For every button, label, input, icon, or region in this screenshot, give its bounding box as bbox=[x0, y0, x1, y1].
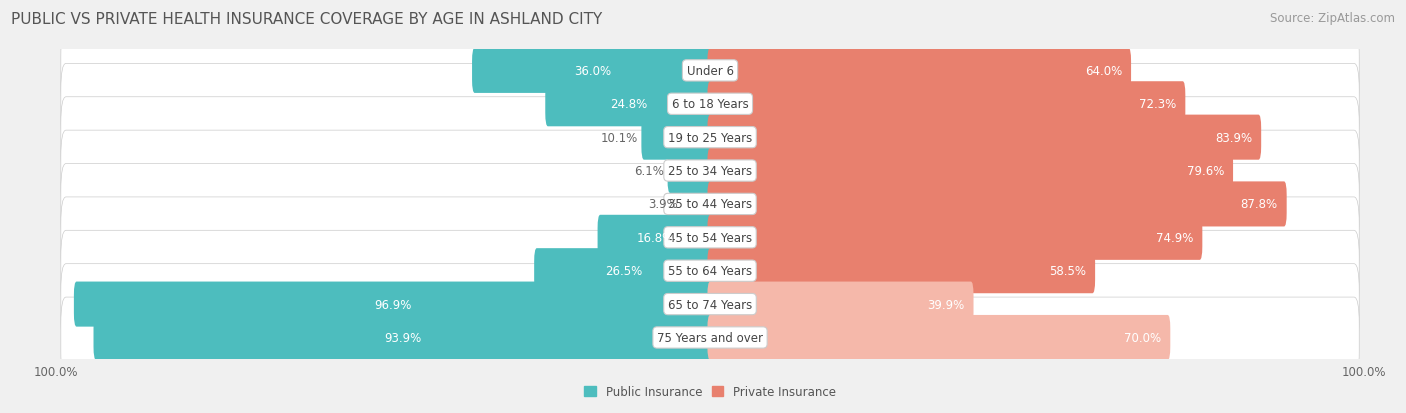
Text: 74.9%: 74.9% bbox=[1156, 231, 1194, 244]
Text: 45 to 54 Years: 45 to 54 Years bbox=[668, 231, 752, 244]
FancyBboxPatch shape bbox=[707, 115, 1261, 160]
FancyBboxPatch shape bbox=[60, 197, 1360, 278]
Text: 55 to 64 Years: 55 to 64 Years bbox=[668, 265, 752, 278]
Legend: Public Insurance, Private Insurance: Public Insurance, Private Insurance bbox=[579, 381, 841, 403]
Text: 6 to 18 Years: 6 to 18 Years bbox=[672, 98, 748, 111]
FancyBboxPatch shape bbox=[60, 264, 1360, 345]
FancyBboxPatch shape bbox=[60, 231, 1360, 311]
Text: 24.8%: 24.8% bbox=[610, 98, 648, 111]
Text: 64.0%: 64.0% bbox=[1084, 65, 1122, 78]
Text: 36.0%: 36.0% bbox=[574, 65, 612, 78]
Text: 3.9%: 3.9% bbox=[648, 198, 678, 211]
FancyBboxPatch shape bbox=[534, 249, 713, 294]
Text: 72.3%: 72.3% bbox=[1139, 98, 1177, 111]
FancyBboxPatch shape bbox=[60, 164, 1360, 245]
FancyBboxPatch shape bbox=[707, 182, 1286, 227]
Text: 79.6%: 79.6% bbox=[1187, 165, 1223, 178]
Text: 83.9%: 83.9% bbox=[1215, 131, 1251, 144]
Text: 75 Years and over: 75 Years and over bbox=[657, 331, 763, 344]
Text: 87.8%: 87.8% bbox=[1240, 198, 1278, 211]
FancyBboxPatch shape bbox=[707, 82, 1185, 127]
Text: 96.9%: 96.9% bbox=[374, 298, 412, 311]
FancyBboxPatch shape bbox=[707, 49, 1130, 94]
FancyBboxPatch shape bbox=[60, 97, 1360, 178]
Text: 25 to 34 Years: 25 to 34 Years bbox=[668, 165, 752, 178]
Text: Under 6: Under 6 bbox=[686, 65, 734, 78]
Text: 65 to 74 Years: 65 to 74 Years bbox=[668, 298, 752, 311]
FancyBboxPatch shape bbox=[682, 182, 713, 227]
Text: 19 to 25 Years: 19 to 25 Years bbox=[668, 131, 752, 144]
Text: 10.1%: 10.1% bbox=[600, 131, 637, 144]
Text: 16.8%: 16.8% bbox=[637, 231, 673, 244]
FancyBboxPatch shape bbox=[472, 49, 713, 94]
FancyBboxPatch shape bbox=[75, 282, 713, 327]
FancyBboxPatch shape bbox=[546, 82, 713, 127]
Text: 70.0%: 70.0% bbox=[1123, 331, 1161, 344]
FancyBboxPatch shape bbox=[707, 249, 1095, 294]
FancyBboxPatch shape bbox=[707, 215, 1202, 260]
Text: Source: ZipAtlas.com: Source: ZipAtlas.com bbox=[1270, 12, 1395, 25]
FancyBboxPatch shape bbox=[60, 131, 1360, 211]
FancyBboxPatch shape bbox=[707, 282, 973, 327]
FancyBboxPatch shape bbox=[707, 315, 1170, 360]
Text: 93.9%: 93.9% bbox=[384, 331, 422, 344]
FancyBboxPatch shape bbox=[60, 31, 1360, 112]
Text: 26.5%: 26.5% bbox=[605, 265, 643, 278]
FancyBboxPatch shape bbox=[598, 215, 713, 260]
Text: 6.1%: 6.1% bbox=[634, 165, 664, 178]
FancyBboxPatch shape bbox=[60, 64, 1360, 145]
FancyBboxPatch shape bbox=[60, 297, 1360, 378]
Text: 35 to 44 Years: 35 to 44 Years bbox=[668, 198, 752, 211]
FancyBboxPatch shape bbox=[641, 115, 713, 160]
Text: 58.5%: 58.5% bbox=[1049, 265, 1085, 278]
FancyBboxPatch shape bbox=[94, 315, 713, 360]
Text: 39.9%: 39.9% bbox=[927, 298, 965, 311]
FancyBboxPatch shape bbox=[707, 149, 1233, 194]
Text: PUBLIC VS PRIVATE HEALTH INSURANCE COVERAGE BY AGE IN ASHLAND CITY: PUBLIC VS PRIVATE HEALTH INSURANCE COVER… bbox=[11, 12, 603, 27]
FancyBboxPatch shape bbox=[668, 149, 713, 194]
